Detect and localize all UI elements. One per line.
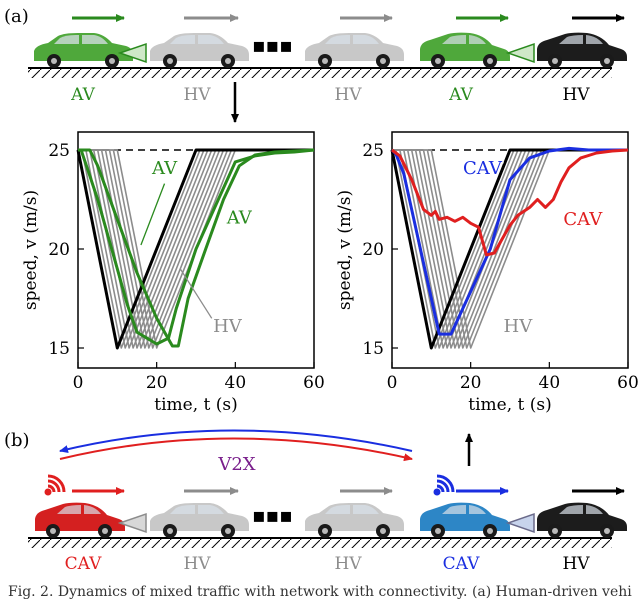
vehicle-label: HV — [183, 85, 211, 105]
sensor-cone-icon — [505, 42, 535, 64]
vehicle-hv-1 — [150, 33, 249, 68]
ellipsis-dots: ▪▪▪ — [252, 33, 293, 57]
x-tick-label: 20 — [460, 373, 482, 393]
vehicle-hv-1 — [150, 503, 249, 538]
sensor-cone-icon — [505, 512, 535, 534]
x-tick-label: 60 — [303, 373, 325, 393]
v2x-link-arrow — [59, 437, 413, 462]
series-annotation: AV — [226, 207, 253, 228]
x-tick-label: 40 — [225, 373, 247, 393]
road-b — [28, 537, 612, 548]
vehicle-cav-1 — [35, 502, 125, 538]
ellipsis-dots: ▪▪▪ — [252, 503, 293, 527]
series-annotation: CAV — [563, 209, 603, 230]
y-tick-label: 15 — [48, 339, 70, 359]
v2x-label: V2X — [217, 454, 255, 475]
series-annotation: HV — [504, 316, 534, 337]
y-tick-label: 25 — [48, 141, 70, 161]
series-line-leader — [390, 148, 628, 350]
x-axis-label: time, t (s) — [468, 395, 551, 415]
vehicle-label: HV — [334, 554, 362, 574]
speed-plot-av: 0 20 40 60 15 20 25 time, t (s) speed, v (m/s) AV… — [21, 131, 325, 415]
vehicle-label: AV — [70, 85, 95, 105]
panel-b-label: (b) — [4, 430, 30, 451]
figure-caption: Fig. 2. Dynamics of mixed traffic with n… — [8, 584, 632, 600]
x-axis-label: time, t (s) — [154, 395, 237, 415]
vehicle-cav-2 — [420, 502, 510, 538]
sensor-cone-icon — [117, 512, 147, 534]
vehicle-label: HV — [183, 554, 211, 574]
vehicle-hv-2 — [305, 33, 404, 68]
y-axis-label: speed, v (m/s) — [21, 190, 41, 310]
v2x-link-arrow — [59, 429, 413, 454]
vehicle-av-2 — [420, 32, 510, 68]
sensor-cone-icon — [117, 42, 147, 64]
plot-frame — [391, 131, 629, 369]
series-line-cav-red — [391, 148, 629, 257]
series-line-cav-blue — [390, 146, 628, 336]
road-a — [28, 67, 612, 78]
y-tick-label: 15 — [362, 339, 384, 359]
plot-frame — [77, 131, 315, 369]
vehicle-label: CAV — [443, 554, 480, 574]
vehicle-hv-2 — [305, 503, 404, 538]
vehicle-label: AV — [448, 85, 473, 105]
x-tick-label: 20 — [146, 373, 168, 393]
series-annotation: AV — [151, 158, 178, 179]
speed-plot-cav: 0 20 40 60 15 20 25 time, t (s) speed, v (m/s) CA… — [335, 131, 639, 415]
vehicle-label: CAV — [65, 554, 102, 574]
x-tick-label: 0 — [387, 373, 398, 393]
vehicle-label: HV — [334, 85, 362, 105]
panel-a-label: (a) — [4, 6, 29, 27]
series-line-leader — [76, 148, 314, 350]
vehicle-av-1 — [34, 33, 133, 68]
annotation-leader-line — [140, 183, 166, 246]
y-tick-label: 20 — [48, 240, 70, 260]
vehicle-hv-lead — [537, 32, 627, 68]
x-tick-label: 0 — [73, 373, 84, 393]
x-tick-label: 60 — [617, 373, 639, 393]
x-tick-label: 40 — [539, 373, 561, 393]
series-annotation: CAV — [463, 158, 503, 179]
y-tick-label: 25 — [362, 141, 384, 161]
annotation-leader-line — [179, 268, 213, 319]
y-axis-label: speed, v (m/s) — [335, 190, 355, 310]
series-line-av — [78, 148, 315, 348]
series-annotation: HV — [213, 316, 243, 337]
vehicle-hv-lead — [537, 502, 627, 538]
vehicle-label: HV — [562, 554, 590, 574]
wifi-icon — [432, 474, 455, 497]
y-tick-label: 20 — [362, 240, 384, 260]
vehicle-label: HV — [562, 85, 590, 105]
wifi-icon — [43, 474, 66, 497]
